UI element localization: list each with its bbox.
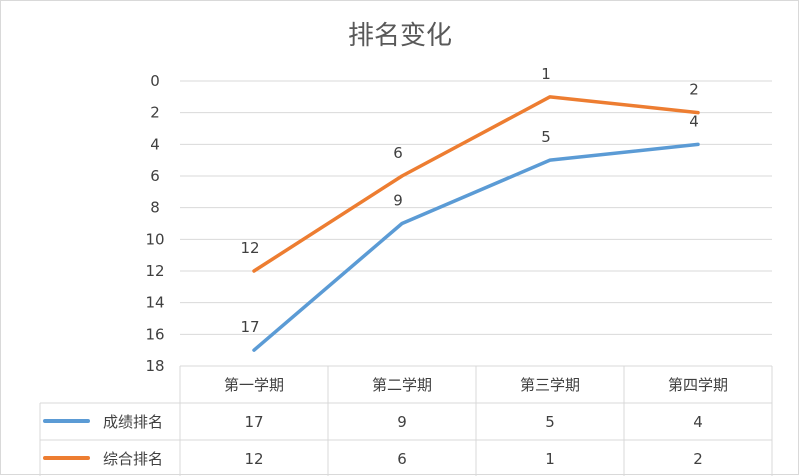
table-category-header: 第一学期 bbox=[224, 376, 284, 394]
table-value: 2 bbox=[693, 450, 703, 468]
series-lines bbox=[252, 95, 700, 352]
data-label: 1 bbox=[541, 65, 551, 83]
data-label: 4 bbox=[689, 112, 699, 130]
legend-series-name: 综合排名 bbox=[103, 450, 163, 468]
y-tick-label: 18 bbox=[145, 357, 164, 375]
y-tick-label: 12 bbox=[145, 262, 164, 280]
series-line-1 bbox=[252, 142, 700, 352]
table-value: 4 bbox=[693, 413, 703, 431]
y-tick-label: 2 bbox=[150, 104, 160, 122]
data-label: 5 bbox=[541, 128, 551, 146]
y-tick-label: 14 bbox=[145, 294, 164, 312]
y-axis-ticks: 0 2 4 6 8 10 12 14 16 18 bbox=[145, 72, 164, 375]
table-value: 9 bbox=[397, 413, 407, 431]
table-value: 6 bbox=[397, 450, 407, 468]
table-value: 12 bbox=[244, 450, 263, 468]
data-label: 2 bbox=[689, 81, 699, 99]
table-category-header: 第三学期 bbox=[520, 376, 580, 394]
data-label: 6 bbox=[393, 144, 403, 162]
data-label: 9 bbox=[393, 192, 403, 210]
legend-series-name: 成绩排名 bbox=[103, 413, 163, 431]
table-category-header: 第四学期 bbox=[668, 376, 728, 394]
y-tick-label: 10 bbox=[145, 230, 164, 248]
y-tick-label: 8 bbox=[150, 199, 160, 217]
gridlines bbox=[180, 80, 772, 367]
chart-title: 排名变化 bbox=[348, 21, 452, 51]
table-value: 17 bbox=[244, 413, 263, 431]
y-tick-label: 4 bbox=[150, 135, 160, 153]
table-category-header: 第二学期 bbox=[372, 376, 432, 394]
series-line-2 bbox=[252, 95, 700, 273]
y-tick-label: 16 bbox=[145, 325, 164, 343]
data-label: 17 bbox=[240, 318, 259, 336]
table-value: 1 bbox=[545, 450, 555, 468]
table-value: 5 bbox=[545, 413, 555, 431]
y-tick-label: 6 bbox=[150, 167, 160, 185]
data-label: 12 bbox=[240, 239, 259, 257]
y-tick-label: 0 bbox=[150, 72, 160, 90]
